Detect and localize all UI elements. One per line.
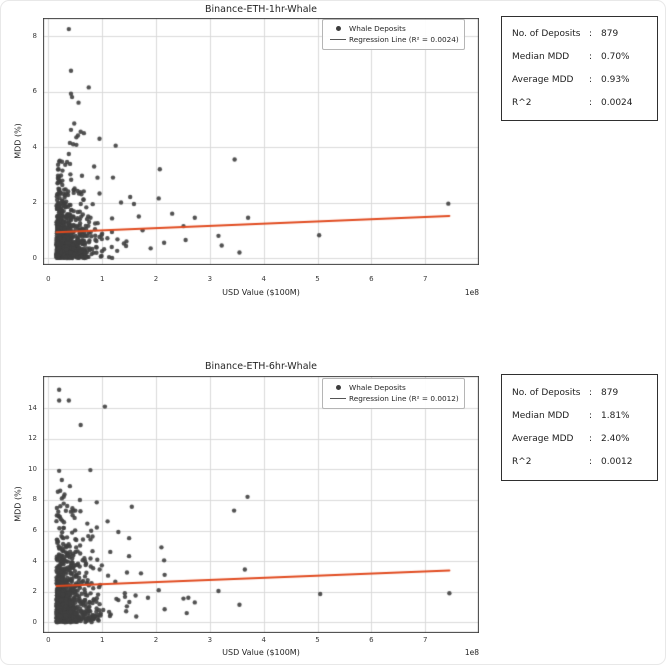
stats-value: 879 bbox=[601, 387, 619, 398]
x-tick-label: 3 bbox=[207, 636, 213, 644]
top-stats-box: No. of Deposits : 879 Median MDD : 0.70%… bbox=[501, 16, 658, 121]
x-tick-label: 3 bbox=[207, 275, 213, 283]
legend-deposits-label: Whale Deposits bbox=[349, 383, 406, 392]
bottom-chart-title: Binance-ETH-6hr-Whale bbox=[204, 361, 318, 372]
top-chart-title: Binance-ETH-1hr-Whale bbox=[204, 4, 318, 15]
stats-row: No. of Deposits : 879 bbox=[512, 388, 647, 398]
stats-label: Average MDD bbox=[512, 434, 574, 445]
top-scatter-plot-canvas bbox=[43, 18, 479, 265]
stats-row: No. of Deposits : 879 bbox=[512, 29, 647, 39]
stats-separator: : bbox=[589, 29, 593, 40]
x-tick-label: 2 bbox=[153, 636, 159, 644]
x-tick-label: 5 bbox=[315, 275, 320, 283]
y-tick-label: 8 bbox=[32, 495, 37, 504]
stats-value: 879 bbox=[601, 29, 619, 40]
bottom-x-offset-label: 1e8 bbox=[464, 648, 479, 657]
stats-row: Median MDD : 1.81% bbox=[512, 411, 647, 421]
stats-row: R^2 : 0.0024 bbox=[512, 98, 647, 108]
legend-entry-regression: Regression Line (R² = 0.0012) bbox=[327, 393, 459, 404]
y-tick-label: 12 bbox=[28, 434, 37, 443]
stats-row: Median MDD : 0.70% bbox=[512, 52, 647, 62]
top-legend: Whale Deposits Regression Line (R² = 0.0… bbox=[322, 19, 465, 50]
stats-label: No. of Deposits bbox=[512, 29, 581, 40]
bottom-scatter-plot-canvas bbox=[43, 376, 479, 633]
x-tick-label: 1 bbox=[99, 275, 105, 283]
stats-value: 2.40% bbox=[601, 434, 630, 445]
bottom-stats-box: No. of Deposits : 879 Median MDD : 1.81%… bbox=[501, 374, 658, 481]
stats-label: No. of Deposits bbox=[512, 387, 581, 398]
stats-label: Median MDD bbox=[512, 52, 570, 63]
legend-entry-deposits: Whale Deposits bbox=[327, 23, 459, 34]
stats-separator: : bbox=[589, 52, 593, 63]
x-tick-label: 7 bbox=[422, 636, 428, 644]
stats-separator: : bbox=[589, 97, 593, 108]
stats-row: R^2 : 0.0012 bbox=[512, 457, 647, 467]
stats-value: 0.0012 bbox=[601, 457, 633, 468]
x-tick-label: 5 bbox=[315, 636, 320, 644]
bottom-x-axis-label: USD Value ($100M) bbox=[222, 648, 300, 657]
legend-entry-regression: Regression Line (R² = 0.0024) bbox=[327, 34, 459, 45]
y-tick-label: 4 bbox=[32, 142, 37, 151]
y-tick-label: 0 bbox=[32, 253, 37, 262]
y-tick-label: 6 bbox=[32, 526, 37, 534]
y-tick-label: 0 bbox=[32, 617, 37, 626]
stats-label: Median MDD bbox=[512, 410, 570, 421]
line-sample-icon bbox=[330, 39, 346, 40]
stats-value: 0.93% bbox=[601, 74, 630, 85]
legend-regression-label: Regression Line (R² = 0.0012) bbox=[349, 394, 459, 403]
stats-label: R^2 bbox=[512, 97, 532, 108]
x-tick-label: 0 bbox=[46, 636, 51, 644]
legend-deposits-label: Whale Deposits bbox=[349, 24, 406, 33]
y-tick-label: 2 bbox=[32, 198, 37, 207]
legend-regression-label: Regression Line (R² = 0.0024) bbox=[349, 35, 459, 44]
stats-separator: : bbox=[589, 457, 593, 468]
x-tick-label: 6 bbox=[369, 275, 374, 283]
top-x-axis-label: USD Value ($100M) bbox=[222, 288, 300, 297]
stats-separator: : bbox=[589, 410, 593, 421]
stats-row: Average MDD : 0.93% bbox=[512, 75, 647, 85]
top-y-axis-label: MDD (%) bbox=[13, 123, 23, 159]
scatter-marker-icon bbox=[335, 385, 341, 390]
y-tick-label: 14 bbox=[28, 403, 37, 412]
stats-separator: : bbox=[589, 74, 593, 85]
y-tick-label: 8 bbox=[32, 31, 37, 40]
stats-label: Average MDD bbox=[512, 74, 574, 85]
stats-label: R^2 bbox=[512, 457, 532, 468]
legend-entry-deposits: Whale Deposits bbox=[327, 382, 459, 393]
stats-separator: : bbox=[589, 434, 593, 445]
x-tick-label: 6 bbox=[369, 636, 374, 644]
bottom-legend: Whale Deposits Regression Line (R² = 0.0… bbox=[322, 378, 465, 409]
scatter-marker-icon bbox=[335, 26, 341, 31]
x-tick-label: 2 bbox=[153, 275, 159, 283]
x-tick-label: 1 bbox=[99, 636, 105, 644]
y-tick-label: 6 bbox=[32, 87, 37, 96]
x-tick-label: 4 bbox=[261, 275, 266, 283]
x-tick-label: 7 bbox=[422, 275, 428, 283]
stats-separator: : bbox=[589, 387, 593, 398]
stats-value: 0.0024 bbox=[601, 97, 633, 108]
stats-row: Average MDD : 2.40% bbox=[512, 434, 647, 444]
line-sample-icon bbox=[330, 398, 346, 399]
top-x-offset-label: 1e8 bbox=[464, 288, 479, 297]
y-tick-label: 10 bbox=[28, 464, 37, 473]
x-tick-label: 4 bbox=[261, 636, 266, 644]
y-tick-label: 4 bbox=[32, 556, 37, 565]
stats-value: 0.70% bbox=[601, 52, 630, 63]
x-tick-label: 0 bbox=[46, 275, 51, 283]
y-tick-label: 2 bbox=[32, 587, 37, 596]
stats-value: 1.81% bbox=[601, 410, 630, 421]
